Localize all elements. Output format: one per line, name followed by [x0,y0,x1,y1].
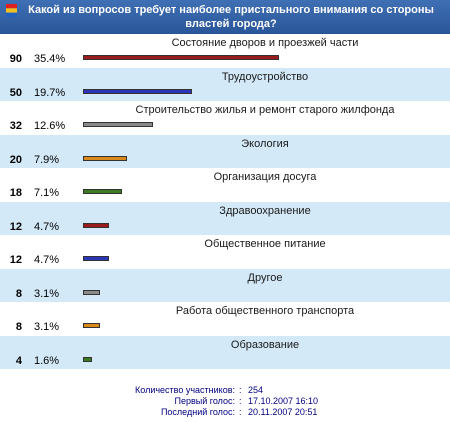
option-label: Трудоустройство [221,70,309,83]
option-label: Другое [247,271,283,284]
last-vote-label: Последний голос: [160,407,235,417]
option-label: Экология [241,137,289,150]
option-percent: 7.1% [34,187,60,199]
option-count: 12 [9,220,22,233]
option-count: 8 [15,321,22,333]
poll-option-row: Работа общественного транспорта 8 3.1% [0,302,450,336]
option-bar [83,88,192,94]
option-percent: 12.6% [34,120,66,132]
poll-logo-icon [6,4,17,17]
participants-value: 254 [248,385,264,395]
option-bar [83,356,92,362]
option-count: 32 [9,120,22,132]
option-bar [83,155,127,161]
option-label: Работа общественного транспорта [175,305,355,317]
option-count: 8 [15,287,22,300]
last-vote-colon: : [239,407,242,417]
option-count: 12 [9,254,22,266]
option-percent: 4.7% [34,254,60,266]
poll-results: Состояние дворов и проезжей части 90 35.… [0,34,450,369]
poll-summary: Количество участников: : 254 Первый голо… [0,385,450,418]
option-percent: 7.9% [34,153,60,166]
option-bar [83,55,279,60]
option-label: Здравоохранение [219,204,311,217]
option-percent: 35.4% [34,53,66,65]
option-percent: 4.7% [34,220,60,233]
first-vote-colon: : [239,396,242,406]
option-count: 18 [9,187,22,199]
option-label: Образование [230,338,300,351]
option-count: 4 [15,354,22,367]
option-percent: 19.7% [34,86,66,99]
option-label: Строительство жилья и ремонт старого жил… [135,104,395,116]
first-vote-value: 17.10.2007 16:10 [248,396,319,406]
participants-colon: : [239,385,242,395]
option-bar [83,122,153,127]
option-label: Состояние дворов и проезжей части [171,37,359,49]
option-percent: 1.6% [34,354,60,367]
poll-option-row: Строительство жилья и ремонт старого жил… [0,101,450,135]
option-label: Организация досуга [213,171,317,183]
option-count: 50 [9,86,22,99]
last-vote-value: 20.11.2007 20:51 [248,407,318,417]
participants-label: Количество участников: [135,385,235,395]
option-bar [83,289,100,295]
poll-option-row: Здравоохранение 12 4.7% [0,201,450,235]
option-label: Общественное питание [204,238,326,250]
poll-option-row: Другое 8 3.1% [0,268,450,302]
poll-option-row: Трудоустройство 50 19.7% [0,67,450,101]
poll-option-row: Общественное питание 12 4.7% [0,235,450,269]
poll-question: Какой из вопросов требует наиболее прист… [28,4,434,30]
option-bar [83,189,122,194]
option-bar [83,323,100,328]
option-percent: 3.1% [34,321,60,333]
option-bar [83,222,109,228]
poll-option-row: Образование 4 1.6% [0,335,450,369]
poll-option-row: Состояние дворов и проезжей части 90 35.… [0,34,450,68]
poll-header: Какой из вопросов требует наиболее прист… [0,0,450,34]
first-vote-label: Первый голос: [174,396,235,406]
option-percent: 3.1% [34,287,60,300]
option-count: 20 [9,153,22,166]
poll-option-row: Организация досуга 18 7.1% [0,168,450,202]
option-bar [83,256,109,261]
poll-option-row: Экология 20 7.9% [0,134,450,168]
option-count: 90 [9,53,22,65]
